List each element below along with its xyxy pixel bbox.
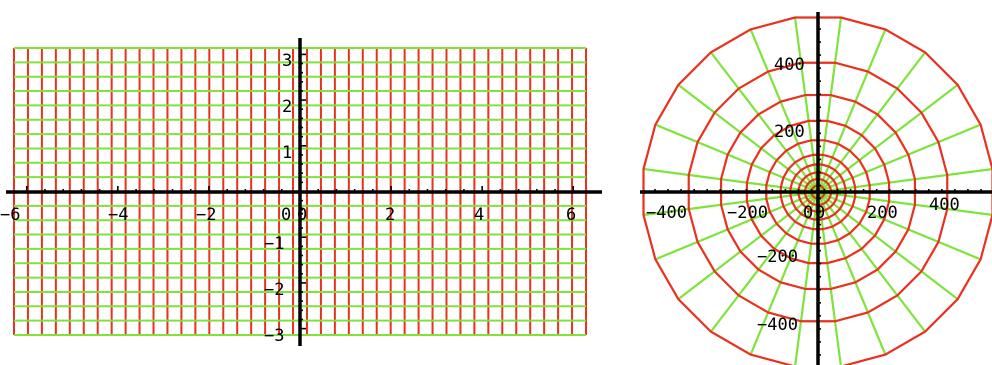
spoke-line (817, 51, 927, 193)
x-tick-label: −4 (108, 205, 128, 225)
y-tick-labels: 400 200 −200 −400 (757, 55, 805, 335)
ring-polygon (765, 139, 871, 245)
spoke-line (749, 191, 820, 356)
y-tick-label: −200 (757, 247, 798, 267)
spoke-line (816, 191, 842, 365)
y-tick-label: 400 (774, 55, 805, 75)
spoke-line (643, 190, 819, 217)
x-tick-label: 200 (867, 203, 898, 223)
y-tick-label: −3 (264, 326, 284, 346)
spoke-line (816, 191, 887, 356)
spoke-line (817, 191, 927, 333)
polar-grid-lines (642, 16, 992, 365)
polar-axes (640, 12, 992, 365)
y-tick-labels: 3 2 1 −1 −2 −3 (264, 51, 292, 346)
y-tick-label: 3 (282, 51, 292, 71)
y-tick-label: −2 (264, 280, 284, 300)
x-tick-label: 0 (281, 205, 291, 225)
ring-polygon (687, 61, 949, 323)
spoke-line (677, 83, 819, 193)
spoke-line (817, 190, 992, 217)
spoke-line (816, 17, 843, 193)
spoke-line (654, 123, 819, 194)
spoke-line (794, 191, 820, 365)
ring-polygon (719, 93, 917, 291)
spoke-line (817, 190, 982, 261)
cartesian-grid-plot: −6 −4 −2 0 0 2 4 6 3 2 1 −1 −2 −3 (0, 38, 602, 346)
axis-ticks (654, 28, 982, 356)
x-tick-labels: −6 −4 −2 0 0 2 4 6 (0, 205, 576, 225)
x-tick-label: 0 (297, 205, 307, 225)
cartesian-axes (6, 38, 602, 346)
spoke-line (817, 83, 959, 193)
spoke-line (793, 17, 820, 193)
spoke-line (749, 28, 820, 193)
x-tick-label: −400 (646, 203, 687, 223)
x-tick-label: 2 (385, 205, 395, 225)
y-tick-label: −1 (264, 234, 284, 254)
ring-polygon (779, 153, 857, 231)
x-tick-label: −200 (727, 203, 768, 223)
ring-polygon (745, 119, 891, 265)
y-tick-label: 200 (774, 122, 805, 142)
y-tick-label: 2 (282, 97, 292, 117)
x-tick-label: −6 (0, 205, 20, 225)
x-tick-label: 400 (929, 195, 960, 215)
x-tick-label: 6 (566, 205, 576, 225)
x-tick-label: 4 (474, 205, 484, 225)
ring-polygon (789, 163, 847, 221)
spoke-line (817, 167, 992, 194)
ring-polygon (797, 171, 839, 213)
polar-grid-plot: −400 −200 0 0 200 400 400 200 −200 −400 (640, 12, 992, 365)
spoke-line (709, 51, 819, 193)
ring-polygon (642, 16, 992, 365)
spoke-line (709, 191, 819, 333)
axis-ticks (25, 53, 575, 330)
spoke-line (643, 167, 819, 194)
spoke-line (817, 123, 982, 194)
spoke-line (654, 190, 819, 261)
x-tick-label: 0 (815, 203, 825, 223)
x-tick-label: 0 (803, 203, 813, 223)
spoke-line (816, 28, 887, 193)
x-tick-labels: −400 −200 0 0 200 400 (646, 195, 960, 223)
spoke-line (817, 191, 959, 301)
spoke-line (677, 191, 819, 301)
y-tick-label: 1 (282, 143, 292, 163)
x-tick-label: −2 (196, 205, 216, 225)
y-tick-label: −400 (757, 315, 798, 335)
